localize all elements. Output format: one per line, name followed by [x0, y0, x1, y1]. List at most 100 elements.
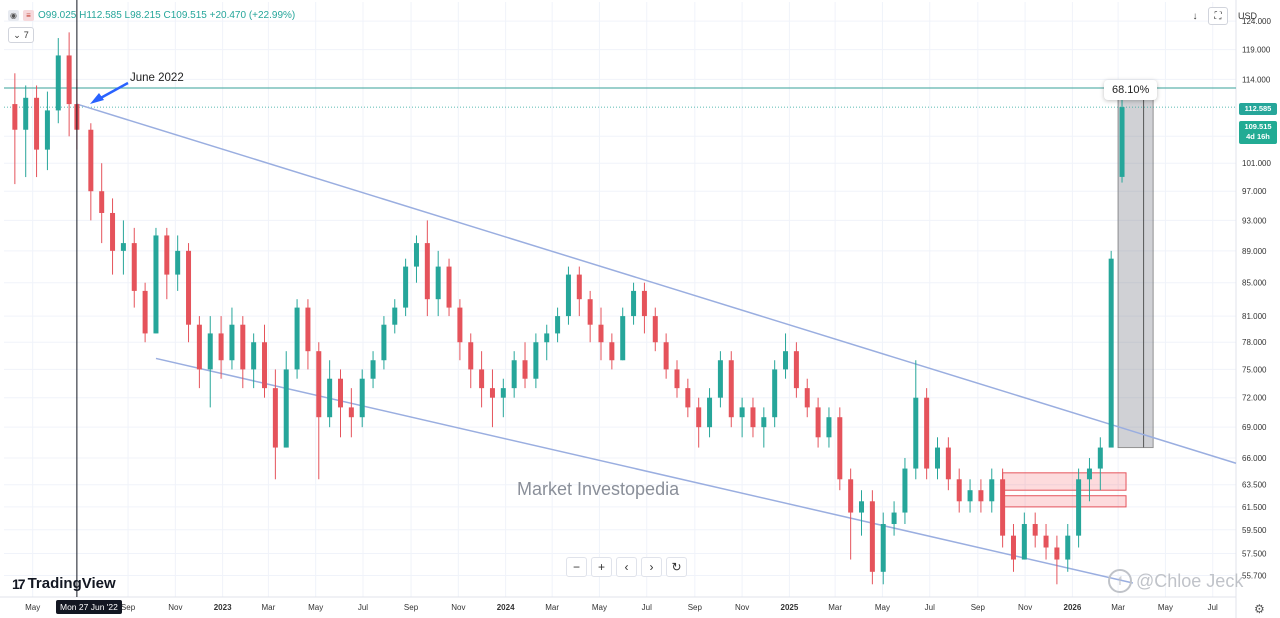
candle-body [880, 524, 886, 572]
y-tick-label: 119.000 [1242, 46, 1271, 55]
top-right-toolbar: ↓ ⛶ USD [1186, 7, 1272, 25]
x-tick-label: May [875, 603, 890, 612]
collapse-count: 7 [23, 30, 29, 40]
candle-body [848, 479, 854, 513]
y-tick-label: 61.500 [1242, 503, 1267, 512]
y-tick-label: 114.000 [1242, 75, 1271, 84]
candle-body [761, 417, 767, 428]
candle-body [902, 468, 908, 513]
reset-chart-button[interactable]: ↻ [666, 557, 687, 577]
candle-body [967, 490, 973, 502]
candle-body [196, 324, 202, 370]
y-tick-label: 66.000 [1242, 454, 1267, 463]
candle-body [609, 342, 615, 361]
y-tick-label: 81.000 [1242, 312, 1267, 321]
candle-body [327, 378, 333, 418]
collapse-legend-button[interactable]: ⌄ 7 [8, 27, 34, 43]
candle-body [424, 243, 430, 300]
candle-body [555, 316, 561, 334]
candle-body [131, 243, 137, 291]
x-tick-label: May [592, 603, 607, 612]
candle-body [1021, 524, 1027, 560]
candle-body [457, 307, 463, 343]
x-tick-label: Sep [688, 603, 703, 612]
candle-body [1043, 535, 1049, 548]
candle-body [663, 342, 669, 370]
currency-label[interactable]: USD [1238, 11, 1258, 21]
y-tick-label: 89.000 [1242, 247, 1267, 256]
candle-body [696, 407, 702, 428]
measure-percent-label: 68.10% [1104, 80, 1158, 100]
candle-body [1032, 524, 1038, 536]
y-tick-label: 101.000 [1242, 159, 1271, 168]
candle-body [1000, 479, 1006, 536]
annotation-arrow-shaft [96, 81, 129, 102]
candle-body [435, 266, 441, 300]
visibility-icon[interactable]: ◉ [8, 9, 19, 21]
candle-body [793, 351, 799, 389]
candle-body [598, 324, 604, 343]
y-tick-label: 78.000 [1242, 338, 1267, 347]
candle-body [153, 235, 159, 334]
candle-body [175, 250, 181, 275]
tradingview-logo-text: TradingView [27, 575, 116, 592]
june-2022-annotation: June 2022 [130, 72, 184, 84]
candle-body [479, 369, 485, 389]
settings-gear-icon[interactable]: ⚙ [1254, 602, 1265, 616]
chart-nav-controls: − + ‹ › ↻ [566, 557, 687, 577]
candle-body [826, 417, 832, 438]
candle-body [1054, 547, 1060, 560]
candle-body [359, 378, 365, 418]
candle-body [652, 316, 658, 343]
last-price-tag: 109.515 4d 16h [1239, 121, 1277, 144]
candle-body [99, 191, 105, 213]
channel-upper-trendline [76, 103, 1237, 464]
candle-body [685, 388, 691, 408]
candle-body [544, 333, 550, 343]
candle-body [1108, 258, 1114, 448]
y-tick-label: 63.500 [1242, 481, 1267, 490]
candle-body [283, 369, 289, 448]
y-tick-label: 57.500 [1242, 549, 1267, 558]
candle-body [511, 360, 517, 389]
candle-body [913, 397, 919, 469]
annotation-arrow-head [90, 93, 104, 104]
bar-countdown: 4d 16h [1246, 132, 1270, 141]
ohlc-values: O99.025 H112.585 L98.215 C109.515 +20.47… [38, 9, 296, 21]
x-tick-label: Sep [971, 603, 986, 612]
channel-lower-trendline [155, 357, 1134, 584]
supply-zone [1002, 472, 1127, 491]
candle-body [251, 342, 257, 370]
candle-body [110, 212, 116, 251]
candle-body [804, 388, 810, 408]
x-tick-label: Sep [404, 603, 419, 612]
candle-body [294, 307, 300, 370]
zoom-out-button[interactable]: − [566, 557, 587, 577]
tradingview-logo[interactable]: 17 TradingView [12, 575, 116, 592]
watermark: Market Investopedia [517, 479, 680, 499]
candle-body [446, 266, 452, 308]
candle-body [218, 333, 224, 361]
x-tick-label: 2023 [214, 603, 232, 612]
candle-body [1065, 535, 1071, 560]
candle-body [1086, 468, 1092, 480]
menu-icon[interactable]: ≡ [23, 9, 34, 21]
y-tick-label: 93.000 [1242, 216, 1267, 225]
zoom-in-button[interactable]: + [591, 557, 612, 577]
y-tick-label: 59.500 [1242, 526, 1267, 535]
scroll-left-button[interactable]: ‹ [616, 557, 637, 577]
x-tick-label: 2025 [781, 603, 799, 612]
candle-body [631, 290, 637, 317]
candle-body [859, 501, 865, 513]
candle-body [370, 360, 376, 379]
candle-body [316, 351, 322, 418]
candle-body [869, 501, 875, 572]
candle-body [533, 342, 539, 379]
scroll-right-button[interactable]: › [641, 557, 662, 577]
x-tick-label: Nov [168, 603, 182, 612]
candle-body [565, 274, 571, 317]
fullscreen-icon[interactable]: ⛶ [1208, 7, 1228, 25]
download-icon[interactable]: ↓ [1192, 10, 1198, 22]
x-tick-label: Nov [451, 603, 465, 612]
